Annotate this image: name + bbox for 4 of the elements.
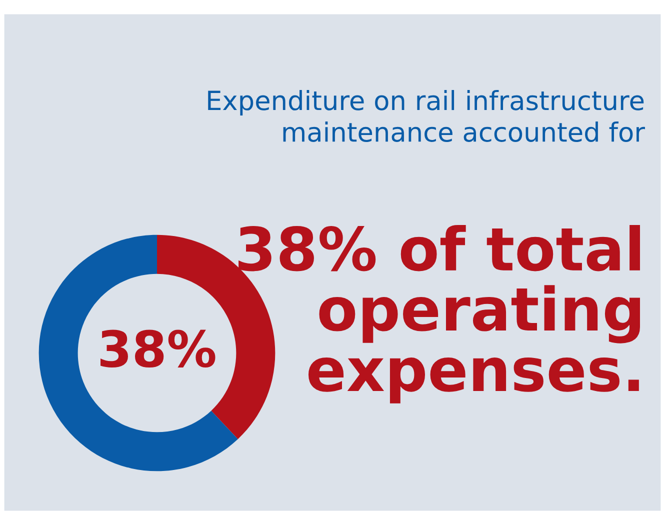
text: 38% — [100, 330, 216, 368]
donut-slice — [38, 234, 238, 472]
text: 38% of total operating expenses. — [238, 225, 640, 404]
text: Expenditure on rail infrastructure maintenance accounted for — [208, 90, 645, 142]
